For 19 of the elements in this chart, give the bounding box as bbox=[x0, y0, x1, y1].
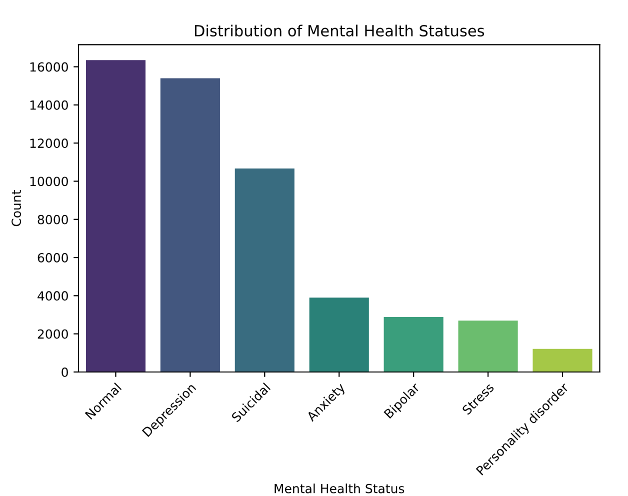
y-axis-title: Count bbox=[12, 190, 22, 226]
y-tick-label: 2000 bbox=[38, 329, 68, 339]
bar bbox=[86, 60, 146, 372]
y-tick-label: 14000 bbox=[30, 100, 68, 110]
y-tick-label: 4000 bbox=[38, 291, 68, 301]
bar bbox=[160, 78, 220, 372]
chart-title: Distribution of Mental Health Statuses bbox=[194, 24, 484, 37]
bar bbox=[458, 320, 518, 372]
y-tick-label: 12000 bbox=[30, 138, 68, 148]
bar bbox=[384, 317, 444, 372]
bar bbox=[309, 298, 369, 372]
y-tick-label: 10000 bbox=[30, 176, 68, 186]
y-tick-label: 6000 bbox=[38, 253, 68, 262]
bar bbox=[234, 168, 294, 372]
y-tick-label: 16000 bbox=[30, 62, 68, 72]
bar bbox=[532, 348, 592, 372]
y-tick-label: 0 bbox=[62, 367, 68, 377]
y-tick-label: 8000 bbox=[38, 214, 68, 224]
x-axis-title: Mental Health Status bbox=[274, 484, 404, 494]
